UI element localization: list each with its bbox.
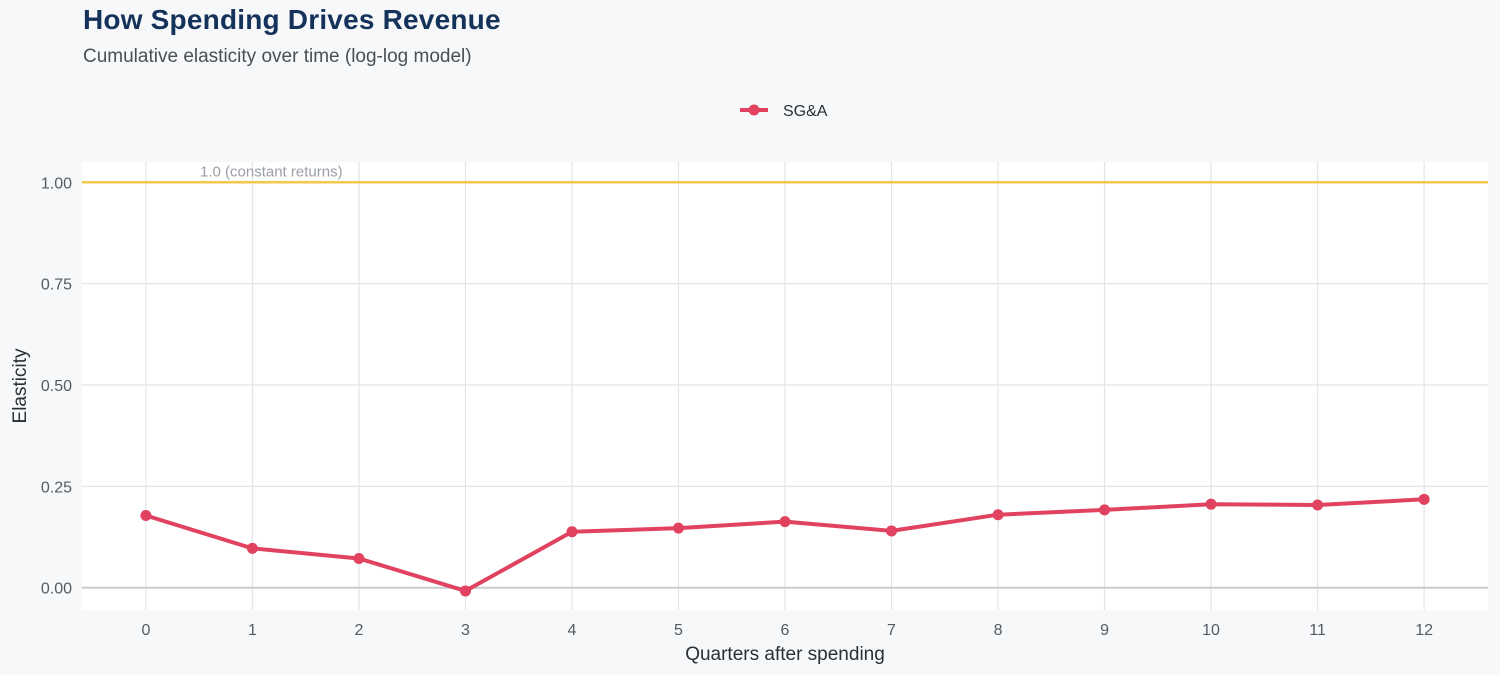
data-point <box>1099 504 1111 516</box>
y-tick-label: 0.25 <box>41 479 72 496</box>
y-axis-ticks: 0.00 0.25 0.50 0.75 1.00 <box>41 175 72 597</box>
x-tick-label: 7 <box>887 622 896 639</box>
data-point <box>353 553 365 565</box>
x-tick-label: 12 <box>1415 622 1433 639</box>
data-point <box>1312 499 1324 511</box>
legend-label: SG&A <box>783 103 828 120</box>
data-point <box>566 526 578 538</box>
data-point <box>886 525 898 537</box>
y-tick-label: 0.50 <box>41 378 72 395</box>
x-tick-label: 11 <box>1309 622 1326 639</box>
x-axis-title: Quarters after spending <box>685 644 885 665</box>
data-point <box>992 509 1004 521</box>
y-tick-label: 0.00 <box>41 581 72 598</box>
x-tick-label: 9 <box>1100 622 1109 639</box>
legend[interactable]: SG&A <box>740 103 828 120</box>
y-axis-title: Elasticity <box>10 348 31 423</box>
x-tick-label: 4 <box>568 622 577 639</box>
data-point <box>672 522 684 534</box>
chart-subtitle: Cumulative elasticity over time (log-log… <box>83 46 472 67</box>
x-tick-label: 8 <box>994 622 1003 639</box>
reference-line-label: 1.0 (constant returns) <box>200 163 343 180</box>
x-tick-label: 2 <box>354 622 363 639</box>
data-point <box>779 516 791 528</box>
data-point <box>140 510 152 522</box>
data-point <box>1205 498 1217 510</box>
x-tick-label: 10 <box>1202 622 1220 639</box>
reference-line-group: 1.0 (constant returns) <box>82 163 1488 184</box>
legend-swatch-point <box>748 104 760 116</box>
x-axis-ticks: 0 1 2 3 4 5 6 7 8 9 10 11 12 <box>141 622 1433 639</box>
data-point <box>459 585 471 597</box>
y-tick-label: 1.00 <box>41 175 72 192</box>
x-tick-label: 0 <box>141 622 150 639</box>
x-tick-label: 6 <box>781 622 790 639</box>
series-group <box>140 493 1430 597</box>
x-tick-label: 3 <box>461 622 470 639</box>
data-point <box>1418 493 1430 505</box>
x-tick-label: 1 <box>248 622 257 639</box>
chart-title: How Spending Drives Revenue <box>83 4 501 35</box>
y-tick-label: 0.75 <box>41 277 72 294</box>
x-tick-label: 5 <box>674 622 683 639</box>
data-point <box>246 542 258 554</box>
